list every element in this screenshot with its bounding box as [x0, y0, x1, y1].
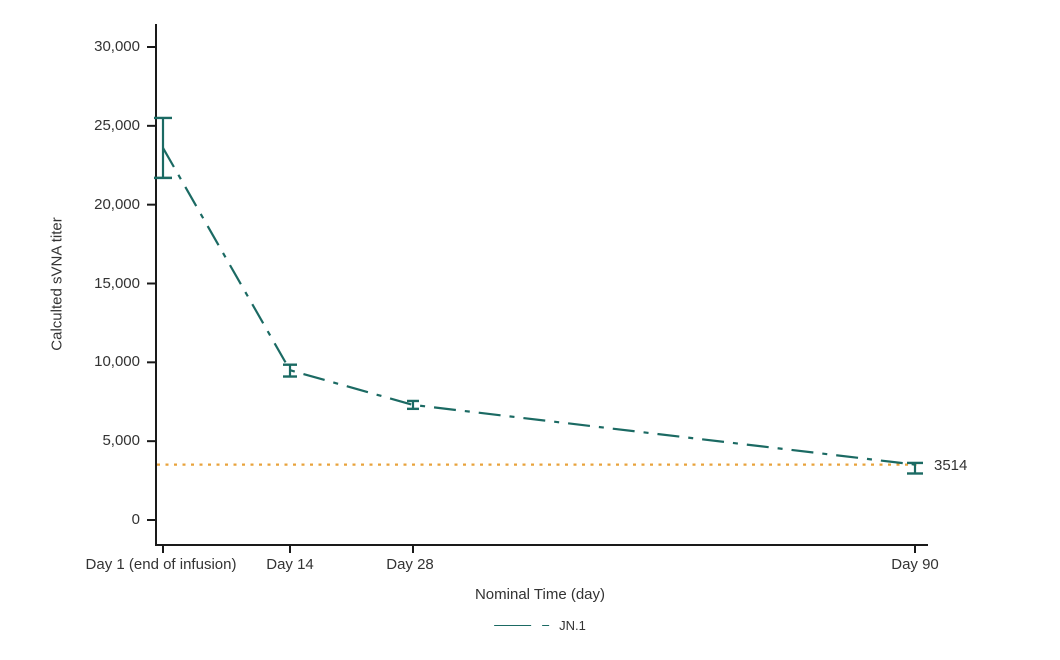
legend-label: JN.1	[559, 618, 586, 633]
legend-dash-sample	[542, 625, 550, 626]
reference-value-label: 3514	[934, 457, 968, 474]
x-tick-label-day14: Day 14	[266, 556, 314, 573]
y-tick-label-10000: 10,000	[94, 353, 140, 370]
x-tick-label-day28: Day 28	[386, 556, 434, 573]
y-tick-label-20000: 20,000	[94, 196, 140, 213]
y-tick-label-15000: 15,000	[94, 275, 140, 292]
legend-line-sample	[494, 625, 532, 626]
y-tick-label-30000: 30,000	[94, 38, 140, 55]
legend: JN.1	[494, 618, 586, 633]
x-tick-label-day1: Day 1 (end of infusion)	[85, 556, 237, 573]
y-tick-label-5000: 5,000	[102, 432, 140, 449]
x-tick-label-day90: Day 90	[891, 556, 939, 573]
trend-line	[162, 147, 916, 466]
x-axis-title: Nominal Time (day)	[474, 586, 606, 603]
y-tick-label-25000: 25,000	[94, 117, 140, 134]
y-tick-label-0: 0	[131, 511, 140, 528]
